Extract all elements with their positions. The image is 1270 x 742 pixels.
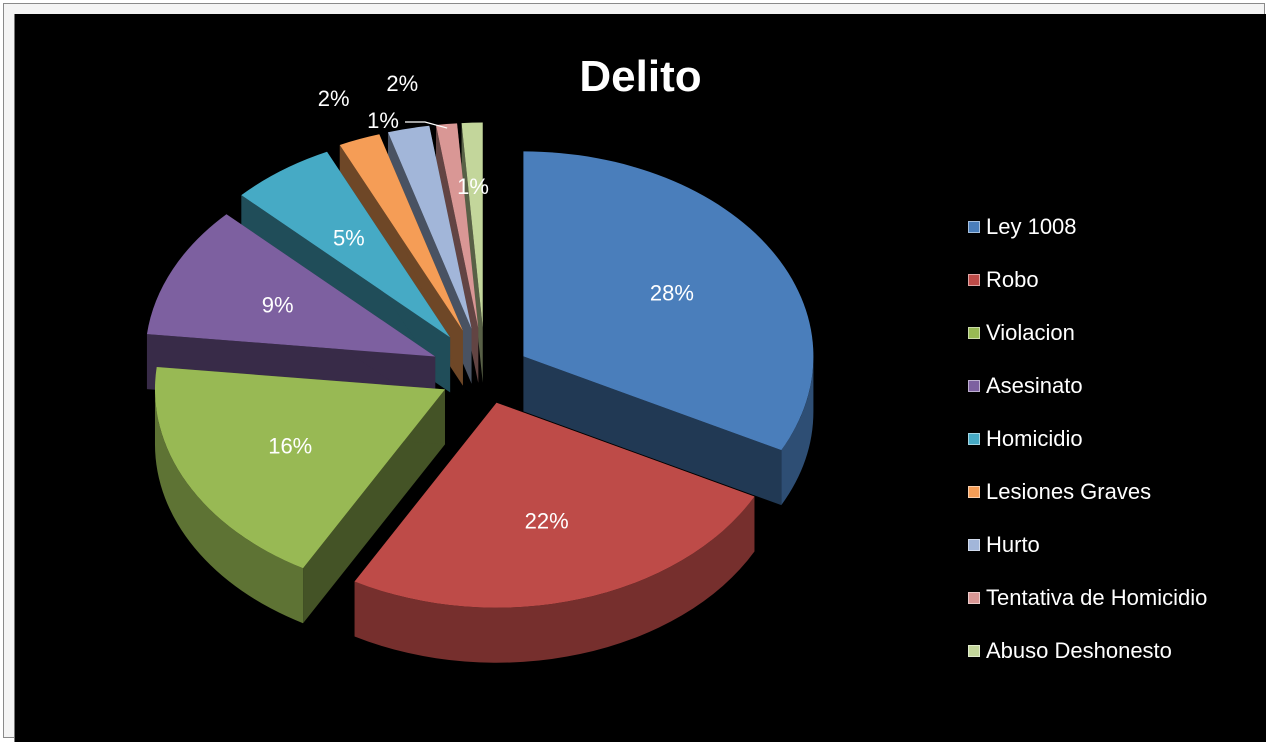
data-label-3: 16%	[268, 434, 312, 459]
legend-swatch	[968, 273, 980, 286]
legend-swatch	[968, 326, 980, 339]
pie-slice-top	[523, 151, 814, 451]
legend-label: Homicidio	[986, 425, 1083, 451]
legend-swatch	[968, 591, 980, 604]
legend-label: Violacion	[986, 319, 1075, 345]
data-label-6: 2%	[318, 86, 350, 111]
legend-label: Hurto	[986, 531, 1040, 557]
legend-label: Tentativa de Homicidio	[986, 584, 1208, 610]
chart-legend: Ley 1008 Robo Violacion Asesinato Homicidio L…	[968, 200, 1258, 677]
legend-label: Robo	[986, 266, 1039, 292]
pie-slice-top	[154, 367, 445, 569]
legend-item-3: Violacion	[968, 306, 1258, 359]
data-label-5: 5%	[333, 225, 365, 250]
legend-item-4: Asesinato	[968, 359, 1258, 412]
legend-swatch	[968, 432, 980, 445]
pie-slice-side	[154, 389, 304, 624]
pie-slice-top	[435, 123, 479, 328]
pie-slice-wall	[523, 356, 782, 506]
pie-slice-top	[387, 125, 472, 329]
pie-slice-side	[354, 496, 755, 663]
pie-slice-9	[461, 122, 483, 383]
legend-label: Abuso Deshonesto	[986, 637, 1172, 663]
pie-slice-1	[523, 151, 814, 506]
legend-item-6: Lesiones Graves	[968, 465, 1258, 518]
legend-item-5: Homicidio	[968, 412, 1258, 465]
pie-slice-top	[146, 214, 436, 357]
legend-item-9: Abuso Deshonesto	[968, 624, 1258, 677]
pie-slice-top	[354, 402, 755, 608]
data-label-8: 1%	[367, 108, 399, 133]
legend-swatch	[968, 379, 980, 392]
legend-label: Asesinato	[986, 372, 1083, 398]
chart-title: Delito	[579, 52, 702, 101]
legend-swatch	[968, 538, 980, 551]
legend-swatch	[968, 644, 980, 657]
pie-slice-wall	[303, 389, 445, 624]
data-label-2: 22%	[525, 509, 569, 534]
pie-slice-wall	[461, 123, 483, 383]
pie-slice-side	[781, 356, 814, 506]
data-label-4: 9%	[262, 292, 294, 317]
chart-area: Delito 28% 22% 16% 9% 5% 2% 2% 1% 1% Ley 1008 Rob…	[14, 14, 1266, 742]
pie-slice-3	[154, 367, 445, 624]
data-label-9: 1%	[457, 174, 489, 199]
pie-slice-top	[241, 151, 451, 338]
data-label-1: 28%	[650, 280, 694, 305]
legend-item-8: Tentativa de Homicidio	[968, 571, 1258, 624]
legend-label: Ley 1008	[986, 213, 1077, 239]
pie-slice-top	[461, 122, 483, 328]
legend-item-1: Ley 1008	[968, 200, 1258, 253]
chart-frame: Delito 28% 22% 16% 9% 5% 2% 2% 1% 1% Ley 1008 Rob…	[3, 3, 1266, 742]
legend-item-7: Hurto	[968, 518, 1258, 571]
pie-slice-2	[354, 402, 755, 663]
legend-label: Lesiones Graves	[986, 478, 1152, 504]
pie-slice-top	[339, 134, 463, 331]
legend-item-2: Robo	[968, 253, 1258, 306]
leader-line	[405, 121, 448, 129]
legend-swatch	[968, 485, 980, 498]
data-label-7: 2%	[386, 71, 418, 96]
pie-chart: 28% 22% 16% 9% 5% 2% 2% 1% 1%	[146, 71, 814, 663]
legend-swatch	[968, 220, 980, 233]
